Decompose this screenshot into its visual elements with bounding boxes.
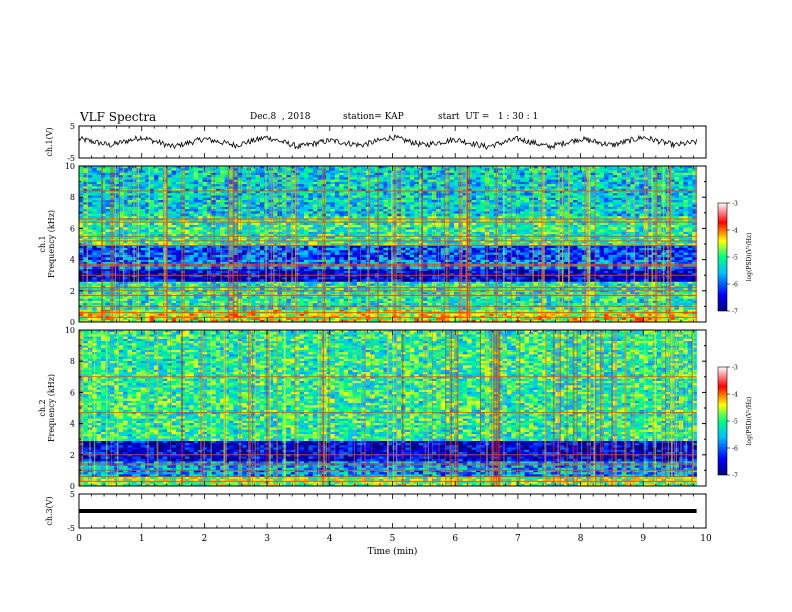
ytick-label: 0 bbox=[70, 318, 75, 327]
xtick-label: 4 bbox=[327, 534, 333, 544]
header-station: station= KAP bbox=[343, 112, 404, 122]
ytick-label: 5 bbox=[70, 490, 75, 499]
ytick-label: 0 bbox=[70, 482, 75, 491]
colorbar-tick-label: -4 bbox=[732, 228, 738, 235]
colorbar-tick-label: -7 bbox=[732, 473, 738, 480]
colorbar-tick-label: -5 bbox=[732, 255, 738, 262]
colorbar-tick-label: -4 bbox=[732, 392, 738, 399]
ytick-label: 5 bbox=[70, 122, 75, 131]
colorbar-tick-label: -5 bbox=[732, 419, 738, 426]
xtick-label: 0 bbox=[76, 534, 82, 544]
colorbar-tick-label: -6 bbox=[732, 282, 738, 289]
xtick-label: 3 bbox=[264, 534, 270, 544]
xaxis-label: Time (min) bbox=[368, 546, 418, 557]
waveform-ylabel: ch.1(V) bbox=[45, 127, 54, 156]
xtick-label: 9 bbox=[640, 534, 646, 544]
xtick-label: 10 bbox=[700, 534, 712, 544]
ytick-label: 2 bbox=[70, 451, 75, 460]
ch1-waveform-line bbox=[78, 134, 697, 151]
ytick-label: -5 bbox=[67, 154, 75, 163]
xtick-label: 7 bbox=[515, 534, 521, 544]
ytick-label: 10 bbox=[65, 326, 75, 335]
header-start-time: start UT = 1 : 30 : 1 bbox=[438, 112, 538, 122]
ytick-label: 8 bbox=[70, 357, 75, 366]
spectrogram-channel-label: ch.2 bbox=[38, 399, 47, 416]
xtick-label: 8 bbox=[578, 534, 584, 544]
colorbar-label: log(PSD)(V²/Hz) bbox=[746, 233, 753, 282]
xtick-label: 5 bbox=[390, 534, 396, 544]
colorbar-tick-label: -3 bbox=[732, 365, 738, 372]
header-date: Dec.8 , 2018 bbox=[250, 112, 311, 122]
spectrogram-ylabel: Frequency (kHz) bbox=[47, 210, 56, 278]
colorbar-tick-label: -7 bbox=[732, 309, 738, 316]
xtick-label: 2 bbox=[202, 534, 208, 544]
ytick-label: 6 bbox=[70, 388, 75, 397]
colorbar-tick-label: -6 bbox=[732, 446, 738, 453]
ytick-label: 6 bbox=[70, 224, 75, 233]
spectrogram-channel-label: ch.1 bbox=[38, 235, 47, 252]
colorbar bbox=[717, 366, 728, 476]
chart-title: VLF Spectra bbox=[80, 110, 156, 124]
ytick-label: -5 bbox=[67, 524, 75, 533]
spectrogram-1 bbox=[79, 166, 698, 323]
colorbar-label: log(PSD)(V²/Hz) bbox=[746, 397, 753, 446]
spectrogram-2 bbox=[79, 330, 697, 487]
ytick-label: 4 bbox=[70, 256, 75, 265]
spectrogram-ylabel: Frequency (kHz) bbox=[47, 374, 56, 442]
colorbar-tick-label: -3 bbox=[732, 201, 738, 208]
ytick-label: 4 bbox=[70, 420, 75, 429]
ytick-label: 8 bbox=[70, 193, 75, 202]
ytick-label: 10 bbox=[65, 162, 75, 171]
xtick-label: 1 bbox=[139, 534, 145, 544]
waveform-ylabel: ch.3(V) bbox=[45, 496, 54, 525]
ytick-label: 2 bbox=[70, 287, 75, 296]
colorbar bbox=[717, 202, 728, 312]
xtick-label: 6 bbox=[452, 534, 458, 544]
